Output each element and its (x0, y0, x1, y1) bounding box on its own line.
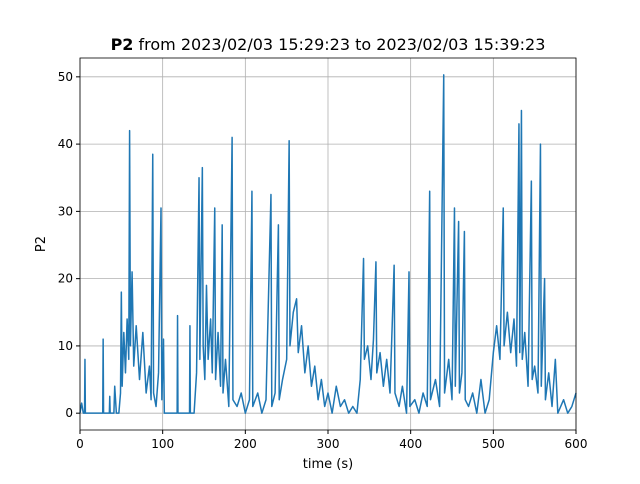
data-line (79, 74, 577, 414)
x-tick-label: 300 (317, 437, 340, 451)
y-tick-label: 20 (58, 272, 73, 286)
title-series: P2 (111, 35, 134, 54)
chart-title: P2 from 2023/02/03 15:29:23 to 2023/02/0… (111, 35, 546, 54)
x-tick-label: 100 (151, 437, 174, 451)
y-tick-label: 40 (58, 137, 73, 151)
x-tick-label: 0 (76, 437, 84, 451)
y-tick-label: 30 (58, 204, 73, 218)
plot-frame (79, 57, 577, 431)
x-tick-label: 600 (565, 437, 588, 451)
y-tick-label: 10 (58, 339, 73, 353)
y-axis-label: P2 (34, 236, 49, 252)
y-tick-label: 0 (65, 406, 73, 420)
x-tick-label: 400 (399, 437, 422, 451)
y-tick-label: 50 (58, 70, 73, 84)
x-axis-label: time (s) (303, 457, 353, 472)
x-tick-label: 200 (234, 437, 257, 451)
x-tick-label: 500 (482, 437, 505, 451)
title-text: from 2023/02/03 15:29:23 to 2023/02/03 1… (139, 35, 546, 54)
